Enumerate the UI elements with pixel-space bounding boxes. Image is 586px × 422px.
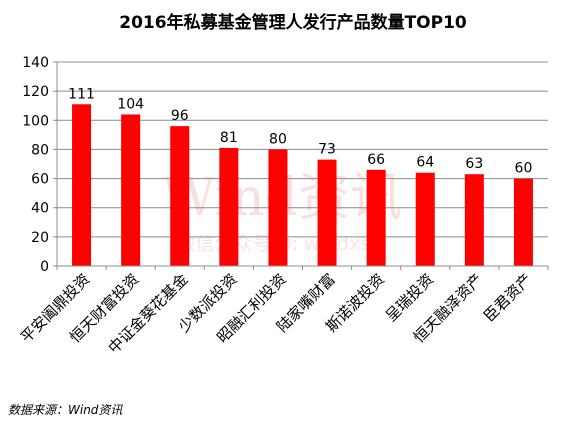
y-tick-label: 120 (22, 84, 49, 100)
data-label: 60 (515, 161, 533, 177)
source-note: 数据来源：Wind资讯 (8, 403, 123, 417)
y-tick-label: 20 (31, 230, 49, 246)
bar (170, 126, 190, 266)
data-label: 104 (117, 96, 144, 112)
bars (72, 104, 533, 266)
bar (219, 147, 239, 266)
data-label: 73 (318, 142, 336, 158)
bar (366, 169, 386, 266)
bar (513, 178, 533, 266)
bar (317, 159, 337, 266)
bar (415, 172, 435, 266)
axes: 0 20 40 60 80 100 120 140 (22, 55, 549, 275)
bar (464, 174, 484, 266)
y-tick-label: 140 (22, 55, 49, 71)
y-tick-label: 60 (31, 172, 49, 188)
y-tick-label: 80 (31, 142, 49, 158)
y-tick-label: 100 (22, 113, 49, 129)
data-label: 66 (367, 152, 385, 168)
y-tick-label: 0 (40, 259, 49, 275)
data-label: 96 (171, 108, 189, 124)
bar (121, 114, 141, 266)
x-tick-label: 臣君资产 (480, 270, 535, 325)
data-label: 64 (416, 155, 434, 171)
chart-title: 2016年私募基金管理人发行产品数量TOP10 (119, 13, 467, 33)
data-label: 81 (220, 130, 238, 146)
data-label: 63 (465, 156, 483, 172)
data-label: 80 (269, 131, 287, 147)
y-tick-label: 40 (31, 201, 49, 217)
bar (268, 149, 288, 266)
bar (72, 104, 92, 266)
data-label: 111 (68, 86, 95, 102)
